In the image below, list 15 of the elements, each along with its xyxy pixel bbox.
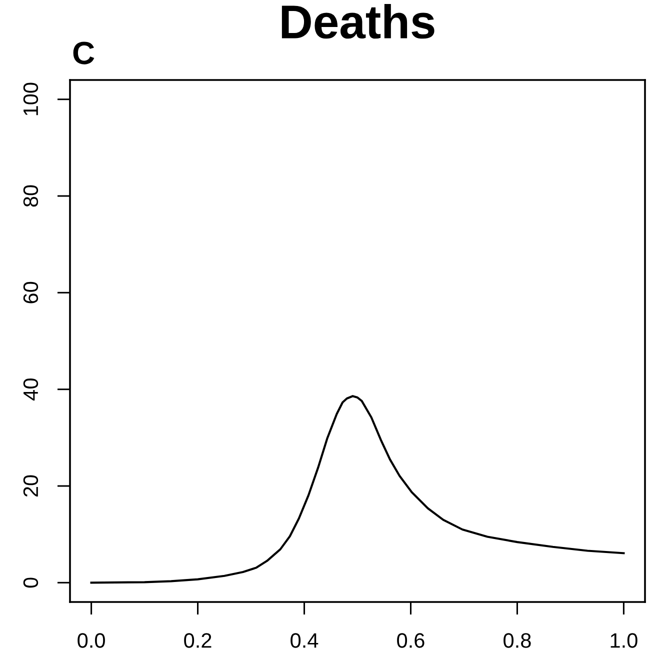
x-tick-label: 0.4	[290, 633, 318, 648]
y-tick-label: 60	[23, 282, 38, 304]
line-series	[90, 395, 625, 584]
chart-title: Deaths	[282, 4, 434, 39]
text: C	[73, 42, 94, 64]
x-tick-label: 1.0	[610, 633, 638, 648]
y-tick-label: 20	[23, 475, 38, 497]
y-tick-label: 80	[23, 185, 38, 207]
y-tick-label: 0	[23, 578, 38, 588]
x-tick-label: 0.6	[397, 633, 424, 648]
y-tick-label: 100	[23, 82, 38, 116]
x-tick-label: 0.2	[184, 633, 212, 648]
x-tick-label: 0.0	[78, 633, 105, 648]
y-tick-label: 40	[23, 378, 38, 400]
x-tick-label: 0.8	[504, 633, 531, 648]
